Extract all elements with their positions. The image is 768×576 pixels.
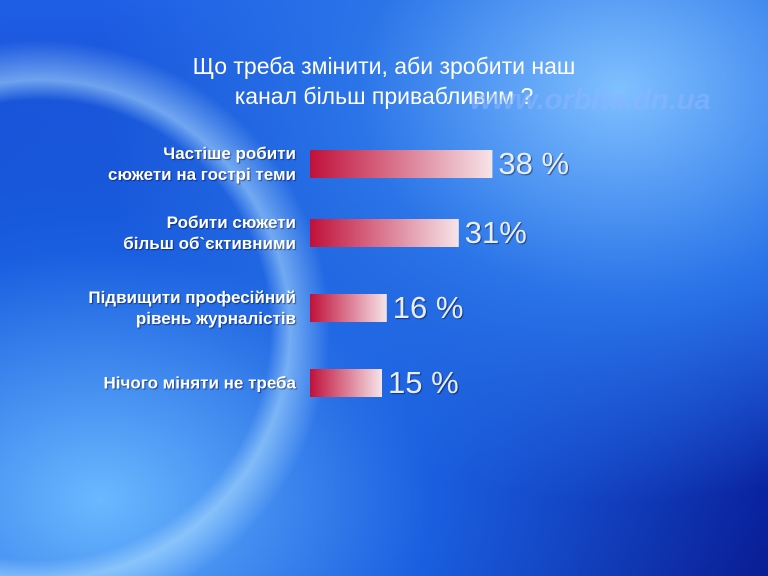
bar (310, 219, 459, 247)
category-label: Нічого міняти не треба (103, 373, 296, 393)
category-label: Підвищити професійний рівень журналістів (88, 288, 296, 328)
bar (310, 369, 382, 397)
value-label: 16 % (392, 290, 464, 325)
chart-title: канал більш привабливим ? (234, 83, 534, 109)
bar (310, 294, 387, 322)
value-label: 38 % (498, 146, 570, 181)
chart-title: Що треба змінити, аби зробити наш (192, 53, 576, 79)
value-label: 15 % (388, 365, 459, 400)
category-label: Робити сюжети більш об`єктивними (123, 213, 296, 253)
value-label: 31% (464, 215, 527, 250)
category-label: Частіше робити сюжети на гострі теми (108, 144, 296, 184)
watermark: www.orbita.dn.ua (470, 84, 711, 116)
bar (310, 150, 493, 178)
